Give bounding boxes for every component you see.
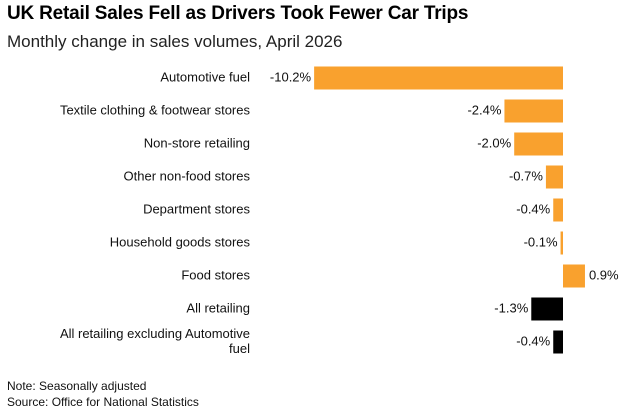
bar xyxy=(514,132,563,156)
value-label: -10.2% xyxy=(270,69,312,84)
chart-note: Note: Seasonally adjusted xyxy=(7,379,147,393)
value-label: -0.4% xyxy=(516,201,550,216)
value-label: -0.7% xyxy=(509,168,543,183)
bar xyxy=(560,231,563,255)
chart-title: UK Retail Sales Fell as Drivers Took Few… xyxy=(7,3,469,24)
bar xyxy=(563,264,585,288)
value-label: -1.3% xyxy=(494,300,528,315)
category-label: Automotive fuel xyxy=(160,69,250,84)
chart-source: Source: Office for National Statistics xyxy=(7,395,199,409)
category-label: Food stores xyxy=(181,267,250,282)
category-label: All retailing xyxy=(186,300,250,315)
bar xyxy=(553,330,563,354)
value-label: 0.9% xyxy=(589,267,619,282)
value-label: -0.4% xyxy=(516,333,550,348)
value-label: -2.0% xyxy=(477,135,511,150)
category-label: All retailing excluding Automotive xyxy=(60,326,250,341)
bar xyxy=(531,297,563,321)
category-label: Textile clothing & footwear stores xyxy=(60,102,251,117)
category-label: Department stores xyxy=(143,201,250,216)
chart-subtitle: Monthly change in sales volumes, April 2… xyxy=(7,32,343,51)
category-label: Other non-food stores xyxy=(124,168,251,183)
value-label: -2.4% xyxy=(467,102,501,117)
value-label: -0.1% xyxy=(524,234,558,249)
bar xyxy=(545,165,563,189)
bar xyxy=(314,66,563,90)
category-label: Household goods stores xyxy=(110,234,251,249)
category-label: fuel xyxy=(229,341,250,356)
bar xyxy=(553,198,563,222)
bar xyxy=(504,99,563,123)
category-label: Non-store retailing xyxy=(144,135,250,150)
